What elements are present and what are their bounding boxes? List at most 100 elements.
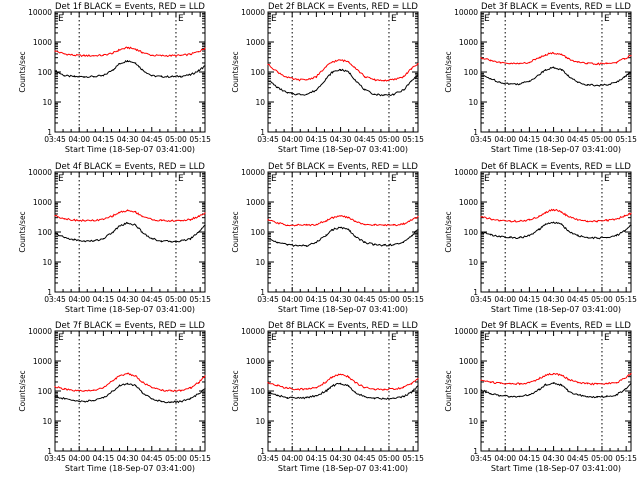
data-point-events xyxy=(402,241,405,244)
data-point-events xyxy=(509,83,511,85)
y-tick-label: 10000 xyxy=(28,168,52,177)
x-tick-label: 04:15 xyxy=(93,454,115,463)
marker-letter: E xyxy=(391,174,397,184)
marker-letter: E xyxy=(484,333,490,343)
y-tick-label: 100 xyxy=(38,387,53,396)
data-point-events xyxy=(348,229,350,231)
data-point-lld xyxy=(528,61,530,63)
x-tick-label: 04:45 xyxy=(567,295,589,304)
data-point-events xyxy=(170,401,172,403)
data-point-events xyxy=(73,76,75,78)
data-point-events xyxy=(538,74,540,76)
x-tick-label: 04:30 xyxy=(117,454,139,463)
data-point-events xyxy=(331,385,334,387)
data-point-events xyxy=(112,231,114,233)
data-point-events xyxy=(160,76,163,78)
data-point-lld xyxy=(277,385,279,387)
panel-title: Det 6f BLACK = Events, RED = LLD xyxy=(481,162,631,172)
data-point-lld xyxy=(606,63,608,65)
data-point-events xyxy=(118,225,121,227)
series-line-lld xyxy=(267,59,419,82)
data-point-lld xyxy=(267,382,269,384)
data-point-events xyxy=(606,396,608,398)
data-point-events xyxy=(509,396,511,398)
y-tick-label: 1 xyxy=(473,128,478,137)
panel-title: Det 1f BLACK = Events, RED = LLD xyxy=(55,2,205,12)
data-point-events xyxy=(135,62,137,64)
data-point-lld xyxy=(509,63,511,65)
data-point-lld xyxy=(528,219,530,221)
y-tick-label: 10 xyxy=(468,98,478,107)
data-point-lld xyxy=(623,215,626,217)
x-tick-label: 03:45 xyxy=(257,295,279,304)
marker-letter: E xyxy=(604,333,610,343)
y-axis-label: Counts/sec xyxy=(444,211,453,252)
data-point-events xyxy=(64,398,66,400)
x-tick-label: 04:00 xyxy=(281,295,303,304)
data-point-lld xyxy=(141,381,143,383)
x-tick-label: 04:15 xyxy=(306,454,328,463)
x-tick-label: 04:30 xyxy=(330,295,352,304)
data-point-events xyxy=(577,81,579,84)
x-tick-label: 05:15 xyxy=(615,135,637,144)
series-line-lld xyxy=(267,215,419,227)
y-tick-label: 1 xyxy=(47,447,52,456)
data-point-lld xyxy=(552,208,555,211)
data-point-events xyxy=(170,240,172,243)
data-point-lld xyxy=(277,222,279,224)
panel-title: Det 4f BLACK = Events, RED = LLD xyxy=(55,162,205,172)
x-tick-label: 03:45 xyxy=(257,454,279,463)
data-point-lld xyxy=(417,215,419,218)
data-point-lld xyxy=(54,50,56,52)
data-point-events xyxy=(102,75,104,77)
marker-letter: E xyxy=(178,174,184,184)
x-axis-label: Start Time (18-Sep-07 03:41:00) xyxy=(65,464,195,473)
data-point-lld xyxy=(112,380,114,382)
data-point-events xyxy=(315,89,317,91)
data-point-events xyxy=(586,396,589,398)
data-point-lld xyxy=(586,63,589,65)
data-point-lld xyxy=(519,383,521,385)
data-point-events xyxy=(83,240,85,242)
data-point-events xyxy=(393,244,395,246)
y-tick-label: 1000 xyxy=(246,38,265,47)
data-point-lld xyxy=(561,374,563,376)
marker-letter: E xyxy=(58,333,64,343)
data-point-events xyxy=(112,69,114,71)
y-tick-label: 10 xyxy=(255,417,265,426)
data-point-events xyxy=(64,75,66,77)
x-tick-label: 05:15 xyxy=(189,454,211,463)
data-point-lld xyxy=(393,388,395,390)
data-point-events xyxy=(383,94,385,96)
y-axis-label: Counts/sec xyxy=(231,370,240,411)
data-point-events xyxy=(417,74,419,76)
y-tick-label: 1 xyxy=(260,128,265,137)
y-tick-label: 10 xyxy=(255,258,265,267)
x-tick-label: 04:00 xyxy=(281,135,303,144)
data-point-lld xyxy=(499,219,501,222)
data-point-lld xyxy=(615,218,618,220)
data-point-events xyxy=(348,71,350,73)
data-point-lld xyxy=(538,57,540,59)
data-point-lld xyxy=(170,390,172,392)
y-tick-label: 10 xyxy=(42,98,52,107)
data-point-events xyxy=(552,382,555,384)
panel-6: Det 6f BLACK = Events, RED = LLD 1 10 100 10… xyxy=(444,162,637,314)
panel-1: Det 1f BLACK = Events, RED = LLD 1 10 100 10… xyxy=(18,2,211,154)
data-point-events xyxy=(561,223,563,225)
data-point-lld xyxy=(354,382,356,384)
data-point-events xyxy=(325,234,327,236)
data-point-events xyxy=(73,239,75,241)
marker-letter: E xyxy=(58,174,64,184)
data-point-lld xyxy=(623,57,626,60)
data-point-lld xyxy=(118,375,121,377)
data-point-events xyxy=(180,240,182,242)
data-point-events xyxy=(630,382,632,384)
data-point-events xyxy=(586,237,589,239)
data-point-lld xyxy=(135,48,137,50)
data-point-events xyxy=(552,67,555,69)
data-point-lld xyxy=(306,79,308,81)
y-tick-label: 100 xyxy=(251,228,266,237)
data-point-events xyxy=(73,399,75,402)
data-point-lld xyxy=(606,383,608,385)
